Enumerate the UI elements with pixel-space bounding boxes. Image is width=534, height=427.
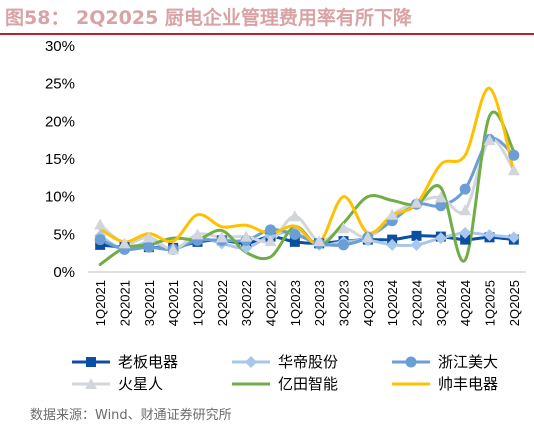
- data-point-marker: [459, 204, 472, 216]
- x-tick-label: 2Q2025: [507, 280, 522, 326]
- data-point-marker: [508, 149, 520, 161]
- legend-label: 华帝股份: [278, 354, 338, 371]
- x-tick-label: 2Q2021: [118, 280, 133, 326]
- x-tick-label: 4Q2021: [166, 280, 181, 326]
- data-point-marker: [215, 231, 228, 243]
- title-rule: [0, 33, 534, 35]
- data-point-marker: [337, 222, 350, 234]
- legend-item: 火星人: [72, 376, 163, 393]
- legend-label: 浙江美大: [438, 354, 498, 371]
- y-tick-label: 15%: [45, 151, 75, 168]
- data-point-marker: [460, 234, 471, 245]
- data-point-marker: [265, 224, 276, 236]
- data-point-marker: [361, 231, 374, 243]
- data-point-marker: [118, 237, 131, 249]
- y-axis: 0% 5% 10% 15% 20% 25% 30%: [45, 38, 75, 281]
- data-point-marker: [411, 230, 422, 241]
- x-tick-label: 3Q2024: [434, 280, 449, 326]
- x-tick-label: 4Q2022: [264, 280, 279, 326]
- x-tick-label: 1Q2022: [191, 280, 206, 326]
- x-tick-label: 3Q2023: [337, 280, 352, 326]
- legend-label: 火星人: [118, 376, 163, 393]
- series-line-6: [98, 86, 516, 245]
- series-markers: [94, 133, 520, 256]
- x-axis: 1Q2021 2Q2021 3Q2021 4Q2021 1Q2022 2Q2022 3Q20…: [88, 271, 526, 326]
- legend-item: 浙江美大: [392, 354, 498, 371]
- data-point-marker: [288, 210, 301, 222]
- data-point-marker: [459, 226, 472, 239]
- x-tick-label: 3Q2021: [142, 280, 157, 326]
- data-point-marker: [386, 208, 399, 220]
- data-point-marker: [191, 228, 204, 240]
- data-point-marker: [507, 231, 520, 244]
- legend-swatch-marker: [405, 356, 417, 368]
- series-lines: [98, 86, 516, 266]
- legend-item: 老板电器: [72, 353, 178, 371]
- legend-label: 老板电器: [118, 353, 178, 371]
- data-point-marker: [507, 164, 520, 176]
- y-tick-label: 0%: [53, 264, 75, 281]
- x-tick-label: 4Q2023: [361, 280, 376, 326]
- x-tick-label: 4Q2024: [458, 280, 473, 326]
- x-tick-label: 1Q2024: [385, 280, 400, 326]
- data-point-marker: [240, 230, 253, 242]
- data-point-marker: [410, 238, 423, 251]
- data-point-marker: [483, 134, 496, 146]
- data-point-marker: [167, 243, 180, 255]
- data-point-marker: [338, 239, 349, 251]
- x-tick-label: 2Q2023: [312, 280, 327, 326]
- figure-title: 图58： 2Q2025 厨电企业管理费用率有所下降: [5, 7, 412, 29]
- data-point-marker: [434, 232, 447, 245]
- data-point-marker: [289, 236, 300, 247]
- data-point-marker: [459, 183, 471, 195]
- x-tick-label: 3Q2022: [239, 280, 254, 326]
- legend-label: 帅丰电器: [438, 376, 498, 393]
- data-point-marker: [143, 241, 155, 253]
- y-tick-label: 20%: [45, 113, 75, 130]
- x-tick-label: 1Q2023: [288, 280, 303, 326]
- legend-swatch-marker: [86, 357, 96, 367]
- legend-swatch-marker: [85, 378, 97, 389]
- y-tick-label: 10%: [45, 189, 75, 206]
- data-point-marker: [483, 229, 496, 242]
- data-point-marker: [313, 235, 326, 247]
- x-tick-label: 2Q2024: [410, 280, 425, 326]
- source-note: 数据来源：Wind、财通证券研究所: [30, 408, 232, 423]
- data-point-marker: [94, 218, 107, 230]
- data-point-marker: [410, 196, 423, 208]
- data-point-marker: [264, 235, 277, 247]
- data-point-marker: [435, 200, 447, 212]
- data-point-marker: [434, 191, 447, 203]
- data-point-marker: [289, 228, 301, 240]
- data-point-marker: [142, 231, 155, 243]
- y-tick-label: 5%: [53, 226, 75, 243]
- x-tick-label: 1Q2021: [93, 280, 108, 326]
- data-point-marker: [94, 234, 106, 246]
- legend-label: 亿田智能: [278, 375, 338, 393]
- y-tick-label: 25%: [45, 76, 75, 93]
- x-tick-label: 1Q2025: [483, 280, 498, 326]
- data-point-marker: [386, 238, 399, 251]
- legend-item: 帅丰电器: [392, 376, 498, 393]
- x-tick-label: 2Q2022: [215, 280, 230, 326]
- legend-item: 华帝股份: [232, 354, 338, 371]
- legend-swatch-marker: [245, 356, 257, 368]
- y-tick-label: 30%: [45, 38, 75, 55]
- legend-item: 亿田智能: [232, 375, 338, 393]
